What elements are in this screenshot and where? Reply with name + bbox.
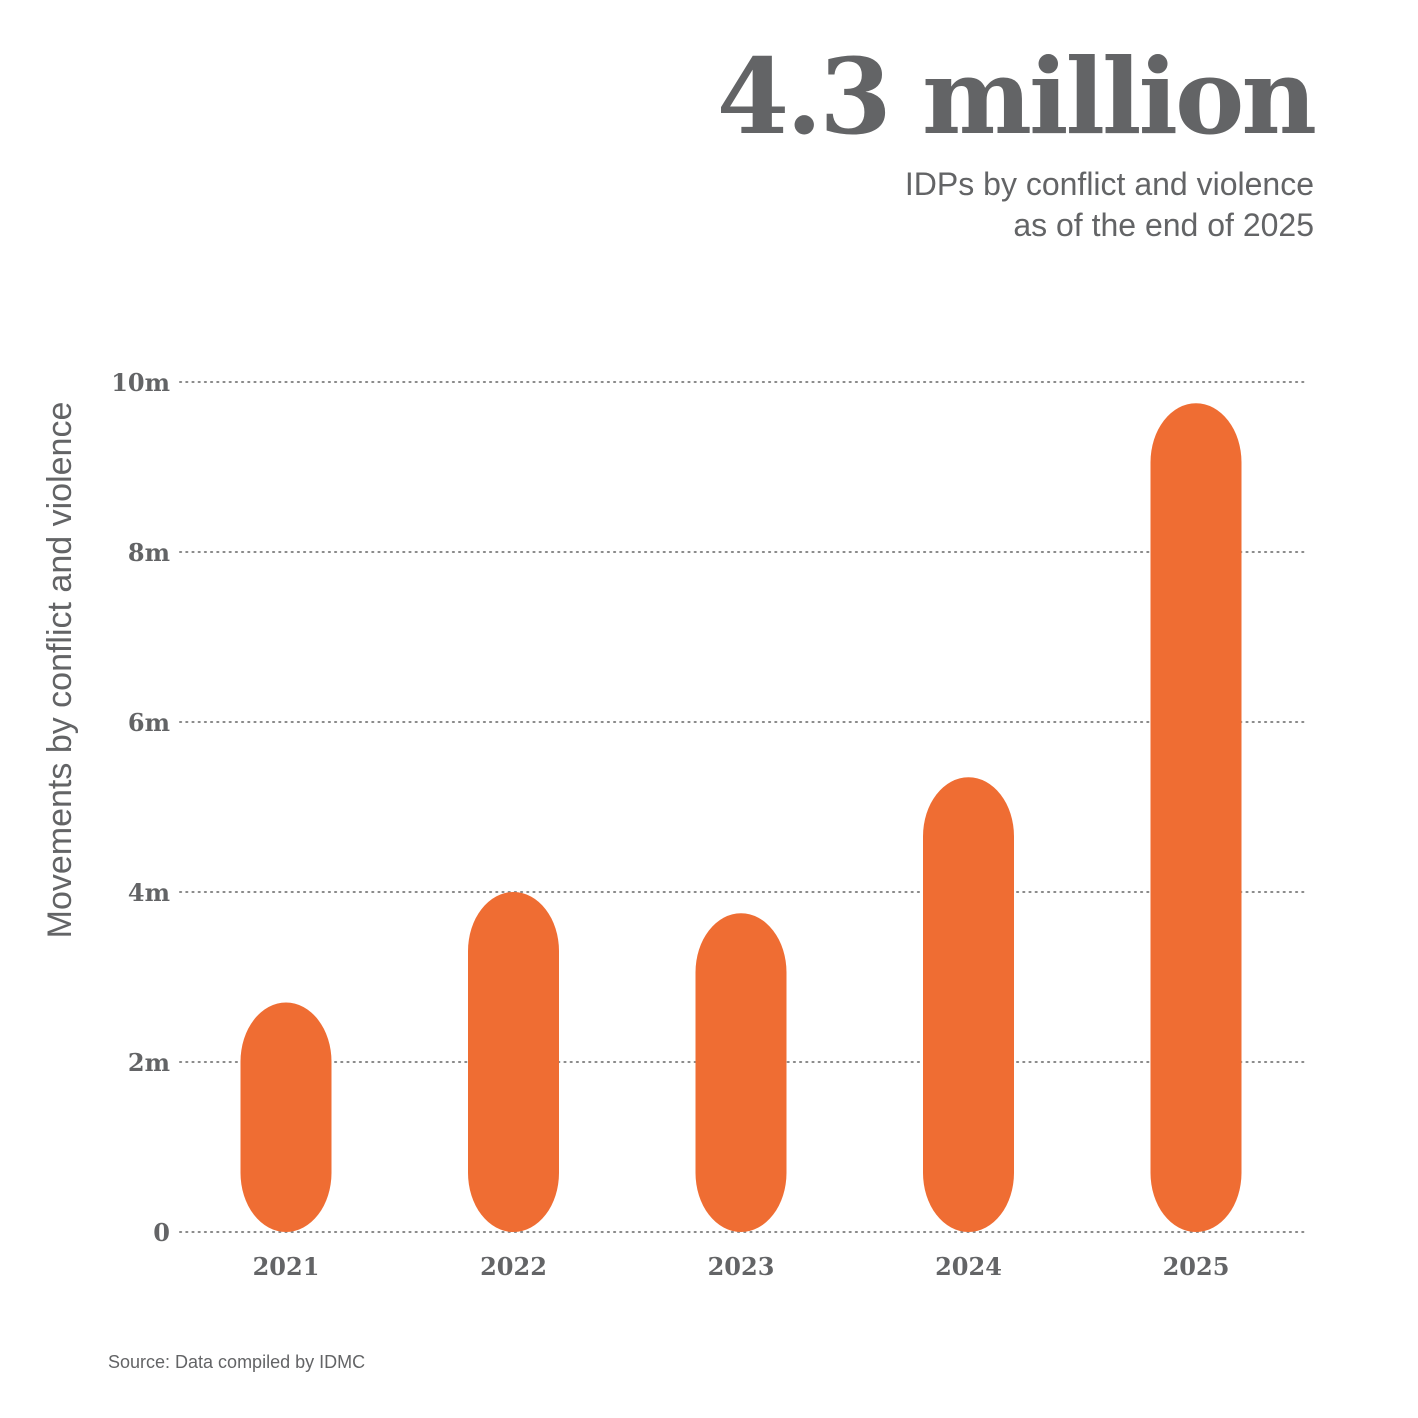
subtitle-line-1: IDPs by conflict and violence xyxy=(904,166,1314,202)
headline-subtitle: IDPs by conflict and violence as of the … xyxy=(905,164,1314,246)
x-tick-label: 2024 xyxy=(935,1252,1002,1281)
y-axis-title: Movements by conflict and violence xyxy=(41,402,79,939)
bar-2024 xyxy=(923,777,1014,1232)
y-tick-label: 8m xyxy=(128,538,170,567)
bar-2021 xyxy=(240,1002,332,1232)
y-axis-ticks: 0 2m 4m 6m 8m 10m xyxy=(111,368,170,1247)
x-tick-label: 2025 xyxy=(1163,1252,1230,1281)
y-tick-label: 10m xyxy=(111,368,170,397)
x-tick-label: 2021 xyxy=(253,1252,320,1281)
y-tick-label: 6m xyxy=(128,708,170,737)
x-tick-label: 2022 xyxy=(480,1252,547,1281)
source-note: Source: Data compiled by IDMC xyxy=(108,1352,366,1372)
x-tick-label: 2023 xyxy=(708,1252,775,1281)
y-tick-label: 4m xyxy=(128,878,170,907)
y-tick-label: 2m xyxy=(128,1048,170,1077)
bar-2025 xyxy=(1150,403,1242,1232)
bar-2023 xyxy=(695,913,787,1232)
y-tick-label: 0 xyxy=(153,1218,170,1247)
headline-value: 4.3 million xyxy=(716,35,1317,158)
bar-2022 xyxy=(468,892,559,1232)
x-axis-ticks: 2021 2022 2023 2024 2025 xyxy=(253,1252,1230,1281)
subtitle-line-2: as of the end of 2025 xyxy=(1013,207,1314,243)
bars xyxy=(240,403,1242,1232)
